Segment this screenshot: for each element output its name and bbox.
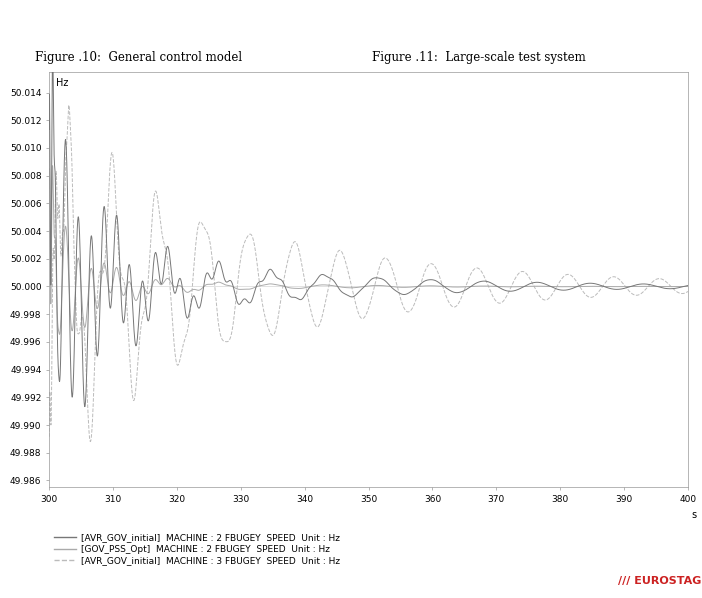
Legend: [AVR_GOV_initial]  MACHINE : 2 FBUGEY  SPEED  Unit : Hz, [GOV_PSS_Opt]  MACHINE : [AVR_GOV_initial] MACHINE : 2 FBUGEY SPE… (53, 533, 340, 565)
Text: Hz: Hz (55, 78, 68, 88)
Text: Figure .11:  Large-scale test system: Figure .11: Large-scale test system (372, 51, 585, 64)
Text: s: s (691, 510, 696, 520)
Text: Figure .10:  General control model: Figure .10: General control model (35, 51, 242, 64)
Text: /// EUROSTAG: /// EUROSTAG (618, 576, 701, 586)
